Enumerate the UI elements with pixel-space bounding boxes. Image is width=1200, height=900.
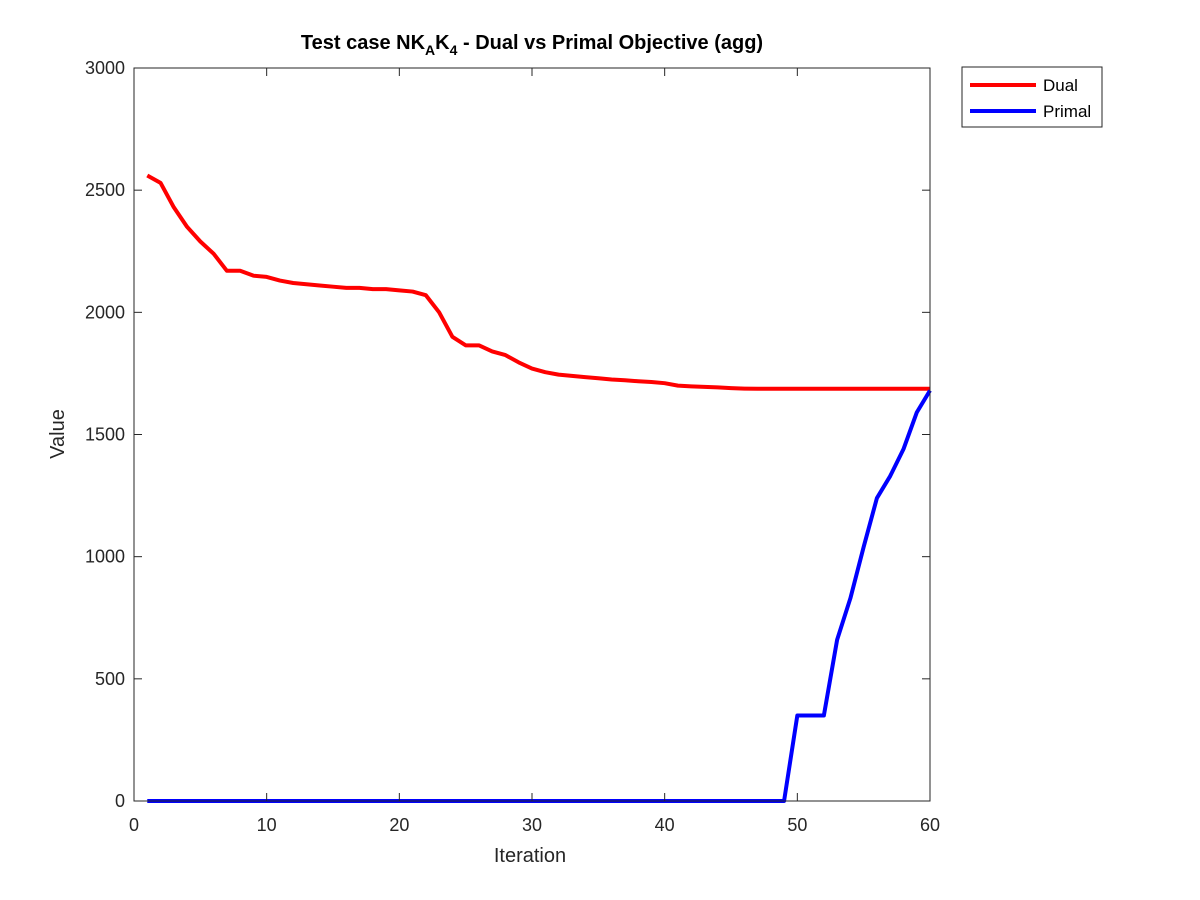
y-tick-label: 1000 (85, 547, 125, 567)
x-tick-label: 60 (920, 815, 940, 835)
y-tick-label: 3000 (85, 58, 125, 78)
y-axis-title: Value (47, 409, 69, 459)
title-rest: - Dual vs Primal Objective (agg) (457, 32, 763, 54)
title-subscript-b: 4 (450, 42, 458, 58)
chart-title: Test case NKAK4 - Dual vs Primal Objecti… (301, 32, 763, 58)
series-line-dual (146, 173, 930, 391)
title-subscript-a: A (425, 42, 435, 58)
x-axis-title: Iteration (494, 845, 566, 867)
x-tick-label: 10 (257, 815, 277, 835)
title-k: K (435, 32, 450, 54)
axes-layer: 0 10 20 30 40 50 60 0 500 1000 1500 2000 2500 3000 (85, 58, 940, 835)
y-tick-label: 1500 (85, 425, 125, 445)
y-tick-label: 2000 (85, 302, 125, 322)
x-tick-label: 50 (787, 815, 807, 835)
legend-label-dual: Dual (1043, 76, 1078, 95)
x-tick-label: 0 (129, 815, 139, 835)
y-tick-label: 0 (115, 791, 125, 811)
legend: Dual Primal (961, 66, 1103, 128)
plot-background (134, 68, 930, 801)
legend-box (961, 66, 1103, 128)
title-main: Test case NK (301, 32, 426, 54)
y-tick-label: 500 (95, 669, 125, 689)
legend-label-primal: Primal (1043, 102, 1091, 121)
plot-area (134, 68, 930, 801)
x-tick-label: 30 (522, 815, 542, 835)
y-tick-label: 2500 (85, 180, 125, 200)
x-tick-label: 20 (389, 815, 409, 835)
x-tick-label: 40 (655, 815, 675, 835)
